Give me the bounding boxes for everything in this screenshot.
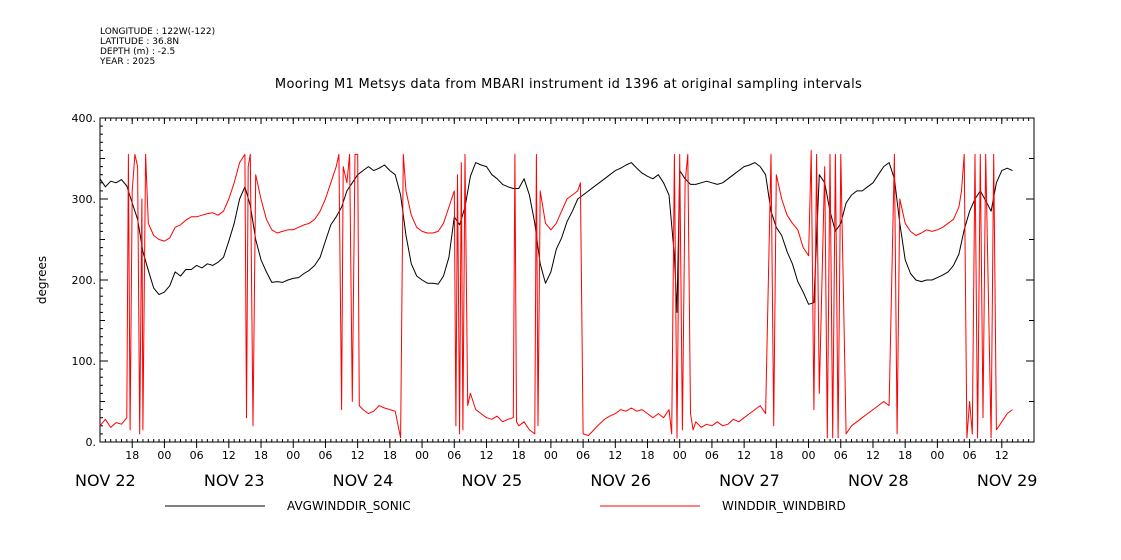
legend-label: WINDDIR_WINDBIRD (722, 499, 846, 513)
legend-label: AVGWINDDIR_SONIC (287, 499, 411, 513)
x-date-label: NOV 28 (848, 471, 909, 490)
longitude-label: LONGITUDE : 122W(-122) (100, 27, 216, 37)
x-hour-label: 06 (318, 449, 332, 462)
x-date-label: NOV 22 (75, 471, 136, 490)
x-date-label: NOV 26 (590, 471, 651, 490)
x-date-label: NOV 27 (719, 471, 780, 490)
x-hour-label: 18 (641, 449, 655, 462)
x-date-label: NOV 25 (462, 471, 523, 490)
latitude-label: LATITUDE : 36.8N (100, 37, 180, 47)
x-hour-label: 06 (447, 449, 461, 462)
y-tick-label: 0. (86, 436, 97, 449)
x-hour-label: 18 (898, 449, 912, 462)
year-label: YEAR : 2025 (100, 57, 156, 67)
y-tick-label: 100. (72, 355, 97, 368)
chart-title: Mooring M1 Metsys data from MBARI instru… (274, 77, 863, 92)
x-hour-label: 18 (769, 449, 783, 462)
x-hour-label: 12 (737, 449, 751, 462)
x-hour-label: 12 (995, 449, 1009, 462)
x-hour-label: 00 (157, 449, 171, 462)
x-axis: 18 00 06 12 18 00 06 12 18 00 06 12 18 00 06 12 18 00 06 12… (75, 118, 1037, 490)
x-hour-label: 00 (544, 449, 558, 462)
x-hour-label: 18 (254, 449, 268, 462)
y-tick-label: 200. (72, 274, 97, 287)
x-date-label: NOV 29 (977, 471, 1038, 490)
series-layer (99, 149, 1013, 439)
series-line-avgwinddir-sonic (99, 162, 1013, 313)
x-hour-label: 00 (673, 449, 687, 462)
series-line-winddir-windbird (99, 149, 1013, 439)
x-hour-label: 00 (286, 449, 300, 462)
x-hour-label: 18 (125, 449, 139, 462)
x-hour-label: 12 (351, 449, 365, 462)
x-hour-label: 06 (963, 449, 977, 462)
x-hour-label: 12 (608, 449, 622, 462)
x-hour-label: 18 (512, 449, 526, 462)
x-date-label: NOV 24 (333, 471, 394, 490)
x-hour-label: 06 (576, 449, 590, 462)
y-axis: 0. 100. 200. 300. 400. (72, 112, 1034, 449)
y-axis-label: degrees (35, 256, 49, 304)
x-hour-label: 06 (190, 449, 204, 462)
x-hour-label: 00 (415, 449, 429, 462)
x-hour-label: 06 (834, 449, 848, 462)
x-date-label: NOV 23 (204, 471, 265, 490)
x-hour-label: 18 (383, 449, 397, 462)
x-hour-label: 00 (930, 449, 944, 462)
y-tick-label: 300. (72, 193, 97, 206)
y-tick-label: 400. (72, 112, 97, 125)
x-hour-label: 12 (866, 449, 880, 462)
x-hour-label: 06 (705, 449, 719, 462)
metadata-block: LONGITUDE : 122W(-122) LATITUDE : 36.8N … (100, 27, 215, 67)
x-hour-label: 12 (222, 449, 236, 462)
x-hour-label: 00 (802, 449, 816, 462)
x-hour-label: 12 (479, 449, 493, 462)
depth-label: DEPTH (m) : -2.5 (100, 47, 176, 57)
legend: AVGWINDDIR_SONIC WINDDIR_WINDBIRD (165, 499, 846, 513)
